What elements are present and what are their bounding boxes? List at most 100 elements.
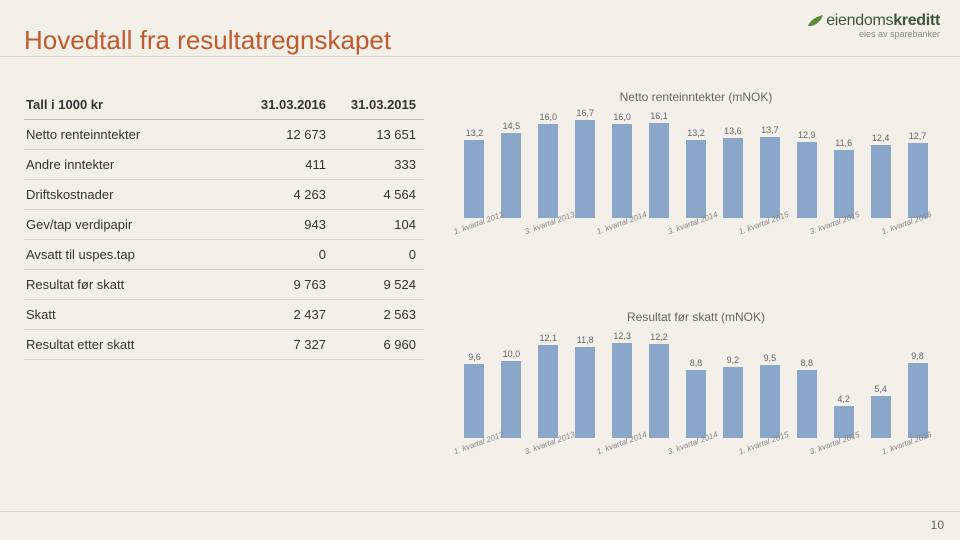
- bar-value-label: 11,8: [577, 335, 594, 345]
- chart-resultat: Resultat før skatt (mNOK) 9,6 10,0 12,1 11,…: [456, 310, 936, 470]
- row-label: Gev/tap verdipapir: [24, 210, 244, 240]
- bar-value-label: 16,0: [613, 112, 631, 122]
- table-row: Skatt2 4372 563: [24, 300, 424, 330]
- bar-value-label: 12,3: [613, 331, 631, 341]
- bar: [538, 345, 558, 438]
- bar: [723, 367, 743, 438]
- row-v1: 7 327: [244, 330, 334, 360]
- table-row: Resultat etter skatt7 3276 960: [24, 330, 424, 360]
- bar: [760, 365, 780, 438]
- bar-wrap: 13,7: [751, 125, 788, 218]
- bar-value-label: 12,4: [872, 133, 890, 143]
- row-label: Netto renteinntekter: [24, 120, 244, 150]
- row-label: Avsatt til uspes.tap: [24, 240, 244, 270]
- row-label: Driftskostnader: [24, 180, 244, 210]
- bar: [871, 145, 891, 218]
- bar-wrap: 16,0: [604, 112, 641, 218]
- chart-title: Netto renteinntekter (mNOK): [456, 90, 936, 104]
- bar-value-label: 13,7: [761, 125, 779, 135]
- table-row: Driftskostnader4 2634 564: [24, 180, 424, 210]
- logo-subtitle: eies av sparebanker: [806, 30, 940, 40]
- bar: [464, 140, 484, 218]
- row-v1: 2 437: [244, 300, 334, 330]
- bar: [723, 138, 743, 218]
- bar-wrap: 11,6: [825, 138, 862, 218]
- bar-value-label: 9,5: [764, 353, 777, 363]
- bar-value-label: 12,7: [909, 131, 927, 141]
- bar-wrap: 8,8: [788, 358, 825, 438]
- bar: [686, 140, 706, 218]
- row-v2: 4 564: [334, 180, 424, 210]
- bar: [908, 363, 928, 438]
- bar-value-label: 4,2: [837, 394, 850, 404]
- bar-wrap: 9,6: [456, 352, 493, 438]
- row-v2: 2 563: [334, 300, 424, 330]
- bar: [797, 370, 817, 438]
- bar-wrap: 11,8: [567, 335, 604, 438]
- bar-wrap: 16,7: [567, 108, 604, 218]
- bar: [612, 343, 632, 438]
- logo-text: eiendomskreditt: [826, 12, 940, 30]
- bar-wrap: 9,5: [751, 353, 788, 438]
- row-label: Skatt: [24, 300, 244, 330]
- row-v1: 12 673: [244, 120, 334, 150]
- bar-value-label: 8,8: [801, 358, 814, 368]
- bar-wrap: 5,4: [862, 384, 899, 438]
- bar-value-label: 11,6: [835, 138, 852, 148]
- page-title: Hovedtall fra resultatregnskapet: [24, 25, 391, 56]
- bar-wrap: 13,2: [456, 128, 493, 218]
- bar: [575, 347, 595, 438]
- bar-wrap: 16,0: [530, 112, 567, 218]
- table-row: Netto renteinntekter12 67313 651: [24, 120, 424, 150]
- bar-value-label: 13,2: [466, 128, 484, 138]
- row-v2: 0: [334, 240, 424, 270]
- col-header-2015: 31.03.2015: [334, 90, 424, 120]
- bar-wrap: 12,4: [862, 133, 899, 218]
- bar-wrap: 9,8: [899, 351, 936, 438]
- table-row: Avsatt til uspes.tap00: [24, 240, 424, 270]
- bar-wrap: 13,2: [678, 128, 715, 218]
- bar: [797, 142, 817, 218]
- page-number: 10: [931, 518, 944, 532]
- bar-wrap: 9,2: [714, 355, 751, 438]
- row-v1: 9 763: [244, 270, 334, 300]
- table-row: Andre inntekter411333: [24, 150, 424, 180]
- table-row: Gev/tap verdipapir943104: [24, 210, 424, 240]
- divider-top: [0, 56, 960, 57]
- bar: [501, 133, 521, 218]
- bar-value-label: 12,9: [798, 130, 816, 140]
- bar-wrap: 16,1: [641, 111, 678, 218]
- bar-value-label: 14,5: [503, 121, 521, 131]
- bar-wrap: 8,8: [678, 358, 715, 438]
- row-v1: 943: [244, 210, 334, 240]
- bar: [501, 361, 521, 438]
- row-v2: 9 524: [334, 270, 424, 300]
- row-v2: 333: [334, 150, 424, 180]
- bar-value-label: 16,0: [540, 112, 558, 122]
- chart-title: Resultat før skatt (mNOK): [456, 310, 936, 324]
- col-header-label: Tall i 1000 kr: [24, 90, 244, 120]
- row-label: Andre inntekter: [24, 150, 244, 180]
- bar: [649, 123, 669, 218]
- row-v2: 6 960: [334, 330, 424, 360]
- bar-wrap: 12,1: [530, 333, 567, 438]
- bar: [575, 120, 595, 218]
- bar: [871, 396, 891, 438]
- bar-value-label: 9,8: [911, 351, 924, 361]
- bar-value-label: 10,0: [503, 349, 521, 359]
- bar: [760, 137, 780, 218]
- col-header-2016: 31.03.2016: [244, 90, 334, 120]
- bar: [834, 150, 854, 218]
- bar: [908, 143, 928, 218]
- row-v1: 0: [244, 240, 334, 270]
- bar: [538, 124, 558, 218]
- bar-wrap: 14,5: [493, 121, 530, 218]
- bar-value-label: 5,4: [874, 384, 887, 394]
- bar-value-label: 8,8: [690, 358, 703, 368]
- bar-wrap: 12,7: [899, 131, 936, 218]
- row-v1: 411: [244, 150, 334, 180]
- bar-value-label: 13,6: [724, 126, 742, 136]
- bar: [649, 344, 669, 438]
- bar: [464, 364, 484, 438]
- bar-wrap: 10,0: [493, 349, 530, 438]
